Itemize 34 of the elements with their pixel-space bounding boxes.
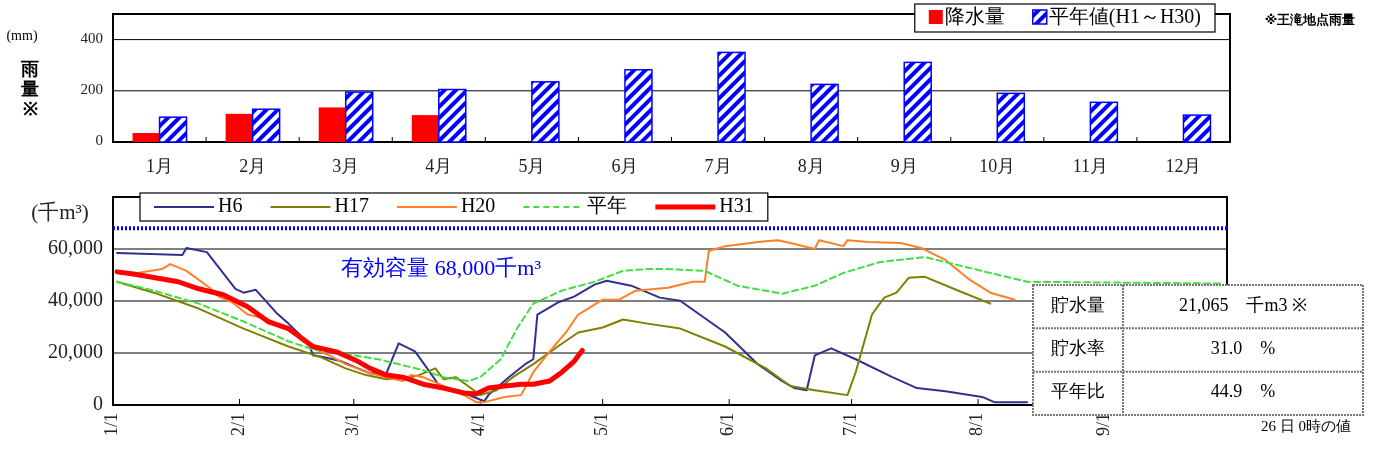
annotation: 31.0 % <box>1210 338 1276 359</box>
bar <box>132 133 160 142</box>
annotation: 貯水率 <box>1051 338 1105 359</box>
bar <box>251 108 281 143</box>
y-axis-title: (千m³) <box>31 199 89 224</box>
bar <box>438 88 467 143</box>
legend-label: 平年 <box>587 193 628 216</box>
y-axis-title: 雨量※ <box>20 59 39 119</box>
bar <box>225 113 253 142</box>
text: 26 日 0時の値 <box>1261 418 1351 435</box>
legend-label: H20 <box>460 193 496 216</box>
bar <box>531 81 560 143</box>
bar <box>996 92 1026 143</box>
text: (mm) <box>6 28 38 44</box>
legend-label: H17 <box>334 193 369 216</box>
legend-label: H6 <box>218 193 243 216</box>
bar <box>344 91 374 143</box>
text: ※王滝地点雨量 <box>1264 12 1356 27</box>
bar <box>717 51 746 143</box>
legend-label: H31 <box>719 193 754 216</box>
annotation: 貯水量 <box>1051 294 1105 315</box>
annotation: 44.9 % <box>1210 381 1276 402</box>
annotation: 平年比 <box>1051 381 1105 402</box>
legend-label: 降水量 <box>944 4 1005 27</box>
bar <box>810 83 839 143</box>
bar <box>1182 114 1212 143</box>
bar <box>411 115 439 142</box>
bar <box>624 69 653 143</box>
annotation: 21,065 千m3 ※ <box>1178 294 1308 315</box>
bar <box>158 116 188 143</box>
bar <box>1089 101 1119 143</box>
bar <box>903 61 932 143</box>
bar <box>318 107 346 142</box>
legend-label: 平年値(H1～H30) <box>1048 4 1201 28</box>
